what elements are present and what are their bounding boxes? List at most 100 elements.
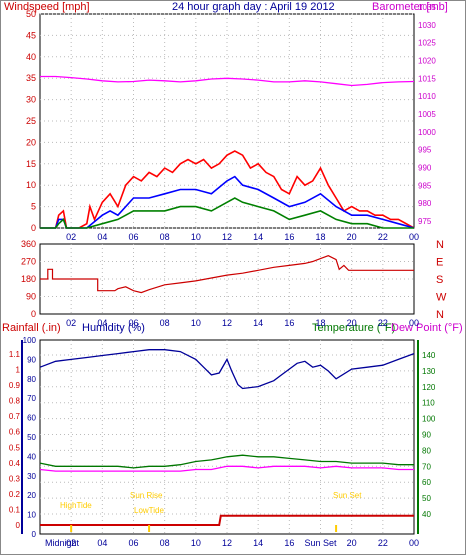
humidity-tick-label: 100 xyxy=(23,336,37,345)
humidity-tick-label: 50 xyxy=(27,433,36,442)
direction-tick-label: 0 xyxy=(31,309,36,319)
climate-x-tick-label: 04 xyxy=(97,538,107,548)
barometer-tick-label: 990 xyxy=(418,164,432,173)
temperature-tick-label: 50 xyxy=(422,494,431,503)
climate-x-tick-label: 08 xyxy=(160,538,170,548)
annotation-sun-rise: Sun Rise xyxy=(130,491,163,500)
barometer-tick-label: 1025 xyxy=(418,39,436,48)
temperature-tick-label: 40 xyxy=(422,510,431,519)
wind-x-tick-label: 06 xyxy=(128,232,138,242)
graph-title: 24 hour graph day : April 19 2012 xyxy=(172,1,335,13)
barometer-tick-label: 1030 xyxy=(418,21,436,30)
compass-label: N xyxy=(436,239,444,251)
compass-label: E xyxy=(436,257,443,269)
climate-x-tick-label: 14 xyxy=(253,538,263,548)
wind-x-tick-label: 22 xyxy=(378,232,388,242)
windspeed-tick-label: 45 xyxy=(26,30,36,40)
windspeed-tick-label: 25 xyxy=(26,116,36,126)
direction-x-tick-label: 00 xyxy=(409,318,419,328)
humidity-tick-label: 90 xyxy=(27,355,36,364)
wind-series-line xyxy=(40,197,414,229)
humidity-tick-label: 10 xyxy=(27,511,36,520)
climate-x-tick-label: Midnight xyxy=(45,538,80,548)
direction-x-tick-label: 04 xyxy=(97,318,107,328)
rainfall-tick-label: 0.6 xyxy=(9,428,21,437)
climate-x-tick-label: 20 xyxy=(347,538,357,548)
barometer-tick-label: 975 xyxy=(418,217,432,226)
wind-x-tick-label: 10 xyxy=(191,232,201,242)
climate-x-tick-label: 12 xyxy=(222,538,232,548)
windspeed-tick-label: 5 xyxy=(31,202,36,212)
temperature-tick-label: 120 xyxy=(422,383,436,392)
climate-x-tick-label: 16 xyxy=(284,538,294,548)
rainfall-tick-label: 1.1 xyxy=(9,350,21,359)
compass-label: N xyxy=(436,309,444,321)
barometer-axis-label: Barometer [mb] xyxy=(372,1,448,13)
barometer-tick-label: 995 xyxy=(418,146,432,155)
climate-x-tick-label: 06 xyxy=(128,538,138,548)
humidity-tick-label: 60 xyxy=(27,414,36,423)
rainfall-tick-label: 0 xyxy=(16,521,21,530)
wind-x-tick-label: 14 xyxy=(253,232,263,242)
wind-x-tick-label: 18 xyxy=(315,232,325,242)
climate-x-tick-label: 22 xyxy=(378,538,388,548)
humidity-tick-label: 30 xyxy=(27,472,36,481)
barometer-tick-label: 980 xyxy=(418,199,432,208)
direction-x-tick-label: 14 xyxy=(253,318,263,328)
direction-x-tick-label: 08 xyxy=(160,318,170,328)
climate-series-line xyxy=(39,454,414,469)
annotation-high-tide: HighTide xyxy=(60,501,92,510)
barometer-tick-label: 1000 xyxy=(418,128,436,137)
rainfall-tick-label: 0.8 xyxy=(9,397,21,406)
annotation-low-tide: LowTide xyxy=(134,506,164,515)
temperature-tick-label: 60 xyxy=(422,478,431,487)
temperature-tick-label: 70 xyxy=(422,462,431,471)
wind-x-tick-label: 16 xyxy=(284,232,294,242)
compass-label: S xyxy=(436,274,443,286)
direction-x-tick-label: 18 xyxy=(315,318,325,328)
humidity-tick-label: 80 xyxy=(27,375,36,384)
wind-x-tick-label: 00 xyxy=(409,232,419,242)
compass-label: W xyxy=(436,292,447,304)
wind-x-tick-label: 08 xyxy=(160,232,170,242)
climate-series-line xyxy=(39,349,415,390)
direction-x-tick-label: 12 xyxy=(222,318,232,328)
dewpoint-axis-label: Dew Point (°F) xyxy=(391,322,463,334)
temperature-tick-label: 130 xyxy=(422,367,436,376)
barometer-tick-label: 1005 xyxy=(418,110,436,119)
direction-x-tick-label: 16 xyxy=(284,318,294,328)
windspeed-tick-label: 20 xyxy=(26,137,36,147)
temperature-tick-label: 140 xyxy=(422,351,436,360)
windspeed-axis-label: Windspeed [mph] xyxy=(4,1,90,13)
direction-tick-label: 90 xyxy=(26,292,36,302)
climate-x-tick-label: 02 xyxy=(66,538,76,548)
temperature-tick-label: 110 xyxy=(422,399,435,408)
windspeed-tick-label: 50 xyxy=(26,9,36,19)
rainfall-tick-label: 0.2 xyxy=(9,490,21,499)
direction-series-line xyxy=(40,255,414,294)
humidity-tick-label: 40 xyxy=(27,452,36,461)
direction-tick-label: 270 xyxy=(21,257,36,267)
temperature-tick-label: 90 xyxy=(422,431,431,440)
direction-x-tick-label: 10 xyxy=(191,318,201,328)
rainfall-tick-label: 0.4 xyxy=(9,459,21,468)
wind-x-tick-label: 02 xyxy=(66,232,76,242)
rainfall-axis-label: Rainfall (.in) xyxy=(2,322,61,334)
wind-x-tick-label: 20 xyxy=(347,232,357,242)
rainfall-tick-label: 0.7 xyxy=(9,412,21,421)
humidity-axis-label: Humidity (%) xyxy=(82,322,145,334)
barometer-tick-label: 1015 xyxy=(418,74,436,83)
rainfall-tick-label: 0.9 xyxy=(9,381,21,390)
wind-x-tick-label: 04 xyxy=(97,232,107,242)
temperature-tick-label: 100 xyxy=(422,415,436,424)
windspeed-tick-label: 40 xyxy=(26,52,36,62)
wind-series-line xyxy=(40,75,415,87)
direction-tick-label: 180 xyxy=(21,274,36,284)
barometer-tick-label: 985 xyxy=(418,181,432,190)
humidity-tick-label: 0 xyxy=(32,530,37,539)
humidity-tick-label: 20 xyxy=(27,491,36,500)
direction-tick-label: 360 xyxy=(21,239,36,249)
humidity-tick-label: 70 xyxy=(27,394,36,403)
